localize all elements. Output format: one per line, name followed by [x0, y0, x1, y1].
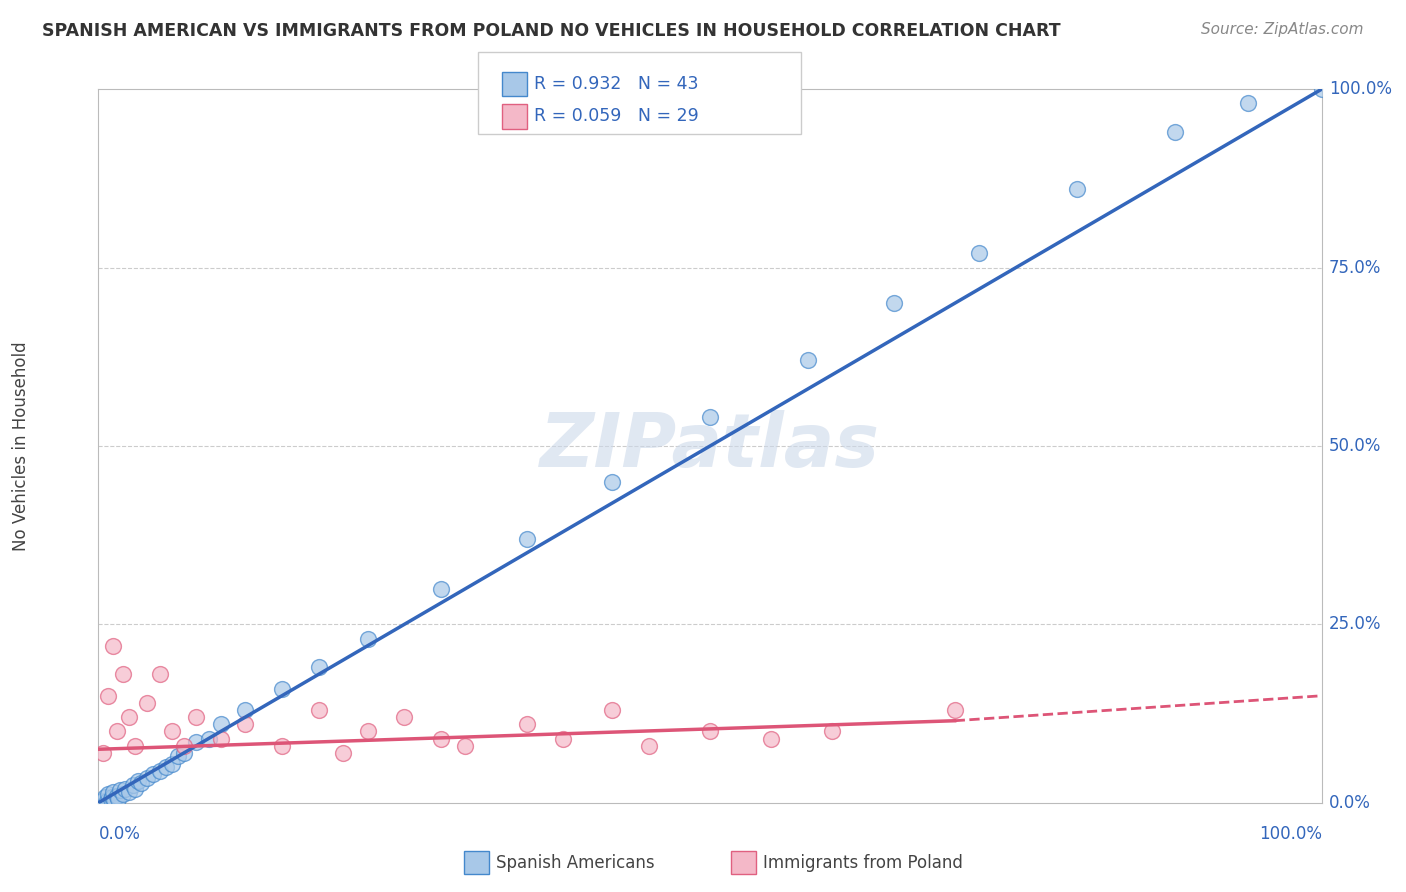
Point: [197, 731, 219, 746]
Point: [101, 639, 124, 653]
Point: [97, 787, 120, 801]
Point: [454, 739, 477, 753]
Point: [233, 703, 256, 717]
Point: [136, 771, 159, 785]
Point: [270, 681, 294, 696]
Point: [209, 731, 232, 746]
Point: [101, 790, 124, 805]
Point: [356, 724, 378, 739]
Text: Spanish Americans: Spanish Americans: [496, 855, 655, 872]
Point: [114, 781, 136, 796]
Point: [637, 739, 661, 753]
Point: [110, 783, 132, 797]
Point: [173, 739, 195, 753]
Text: 75.0%: 75.0%: [1329, 259, 1381, 277]
Point: [1164, 125, 1187, 139]
Point: [91, 746, 114, 760]
Point: [699, 410, 721, 425]
Point: [129, 776, 152, 790]
Text: 0.0%: 0.0%: [1329, 794, 1371, 812]
Text: No Vehicles in Household: No Vehicles in Household: [13, 341, 30, 551]
Point: [797, 353, 820, 368]
Point: [516, 717, 538, 731]
Point: [233, 717, 256, 731]
Point: [821, 724, 844, 739]
Text: 25.0%: 25.0%: [1329, 615, 1381, 633]
Point: [93, 790, 115, 805]
Text: Source: ZipAtlas.com: Source: ZipAtlas.com: [1201, 22, 1364, 37]
Text: ZIPatlas: ZIPatlas: [540, 409, 880, 483]
Point: [516, 532, 538, 546]
Point: [121, 778, 143, 792]
Point: [308, 660, 330, 674]
Point: [127, 774, 149, 789]
Point: [553, 731, 575, 746]
Point: [883, 296, 905, 310]
Point: [430, 731, 453, 746]
Point: [600, 475, 623, 489]
Point: [118, 710, 141, 724]
Point: [149, 667, 172, 681]
Point: [155, 760, 177, 774]
Point: [97, 689, 120, 703]
Point: [111, 787, 134, 801]
Text: 0.0%: 0.0%: [98, 825, 141, 843]
Point: [186, 735, 208, 749]
Point: [136, 696, 159, 710]
Point: [943, 703, 966, 717]
Point: [101, 785, 124, 799]
Text: 100.0%: 100.0%: [1329, 80, 1392, 98]
Point: [103, 793, 125, 807]
Point: [111, 667, 134, 681]
Point: [600, 703, 623, 717]
Point: [332, 746, 354, 760]
Point: [124, 781, 146, 796]
Point: [107, 791, 129, 805]
Point: [173, 746, 195, 760]
Point: [160, 756, 183, 771]
Text: Immigrants from Poland: Immigrants from Poland: [763, 855, 963, 872]
Point: [142, 767, 165, 781]
Point: [392, 710, 416, 724]
Point: [100, 792, 122, 806]
Point: [1310, 82, 1333, 96]
Point: [160, 724, 183, 739]
Point: [1066, 182, 1088, 196]
Text: 50.0%: 50.0%: [1329, 437, 1381, 455]
Point: [430, 582, 453, 596]
Point: [118, 785, 141, 799]
Point: [96, 794, 118, 808]
Point: [761, 731, 783, 746]
Text: 100.0%: 100.0%: [1258, 825, 1322, 843]
Text: SPANISH AMERICAN VS IMMIGRANTS FROM POLAND NO VEHICLES IN HOUSEHOLD CORRELATION : SPANISH AMERICAN VS IMMIGRANTS FROM POLA…: [42, 22, 1060, 40]
Point: [1237, 96, 1260, 111]
Point: [209, 717, 232, 731]
Text: R = 0.932   N = 43: R = 0.932 N = 43: [534, 75, 699, 93]
Point: [91, 794, 114, 808]
Point: [149, 764, 172, 778]
Point: [699, 724, 721, 739]
Point: [270, 739, 294, 753]
Point: [186, 710, 208, 724]
Point: [308, 703, 330, 717]
Point: [167, 749, 190, 764]
Point: [356, 632, 378, 646]
Point: [105, 724, 128, 739]
Point: [967, 246, 990, 260]
Point: [124, 739, 146, 753]
Text: R = 0.059   N = 29: R = 0.059 N = 29: [534, 107, 699, 125]
Point: [105, 789, 128, 803]
